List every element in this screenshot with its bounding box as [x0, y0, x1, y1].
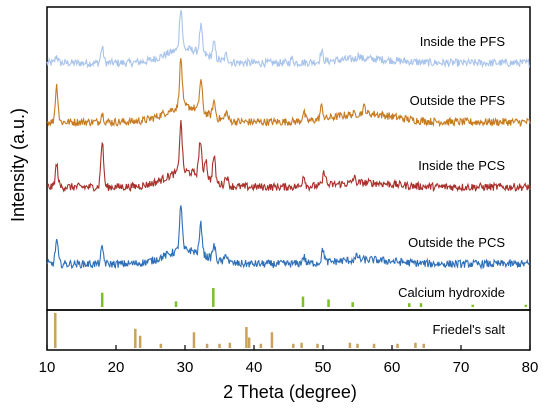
- series-line-3: [46, 119, 531, 193]
- x-tick-label-3: 30: [177, 359, 194, 376]
- x-tick-label-4: 40: [246, 359, 263, 376]
- series-label-4: Outside the PCS: [408, 235, 505, 250]
- series-line-4: [46, 205, 531, 270]
- series-line-1: [46, 10, 531, 69]
- y-axis-title: Intensity (a.u.): [8, 108, 28, 222]
- series-label-3: Inside the PCS: [418, 158, 505, 173]
- reference-label-2: Friedel's salt: [432, 322, 505, 337]
- x-tick-label-6: 60: [384, 359, 401, 376]
- series-label-2: Outside the PFS: [410, 93, 506, 108]
- x-tick-label-5: 50: [315, 359, 332, 376]
- series-layer: Inside the PFS Outside the PFS Inside the …: [46, 10, 531, 270]
- x-axis-title: 2 Theta (degree): [223, 382, 357, 402]
- reference-label-1: Calcium hydroxide: [398, 285, 505, 300]
- series-line-2: [46, 58, 531, 128]
- x-tick-label-8: 80: [522, 359, 539, 376]
- series-label-1: Inside the PFS: [420, 34, 506, 49]
- plot-frames: [46, 6, 531, 351]
- x-tick-label-1: 10: [39, 359, 56, 376]
- x-axis-ticks: 10 20 30 40 50 60 70 80: [39, 345, 539, 376]
- lower-plot-frame: [46, 309, 531, 351]
- x-tick-label-7: 70: [453, 359, 470, 376]
- x-tick-label-2: 20: [108, 359, 125, 376]
- reference-layer: Calcium hydroxide Friedel's salt: [54, 285, 528, 348]
